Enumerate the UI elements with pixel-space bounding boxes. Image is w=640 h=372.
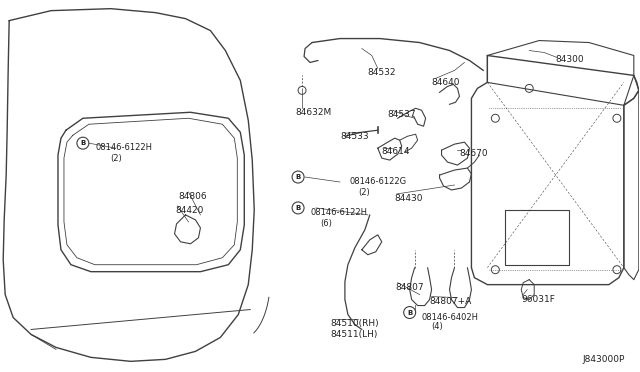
Text: 84511(LH): 84511(LH) bbox=[330, 330, 378, 340]
Text: 08146-6122G: 08146-6122G bbox=[350, 177, 407, 186]
Text: (2): (2) bbox=[358, 188, 370, 197]
Text: B: B bbox=[296, 205, 301, 211]
Text: 84614: 84614 bbox=[382, 147, 410, 156]
Text: 84533: 84533 bbox=[340, 132, 369, 141]
Text: 08146-6402H: 08146-6402H bbox=[422, 312, 479, 321]
Text: (6): (6) bbox=[320, 219, 332, 228]
Text: 84806: 84806 bbox=[179, 192, 207, 201]
Circle shape bbox=[404, 307, 415, 318]
Text: 84420: 84420 bbox=[175, 206, 204, 215]
Text: 84532: 84532 bbox=[368, 68, 396, 77]
Text: 08146-6122H: 08146-6122H bbox=[310, 208, 367, 217]
Text: B: B bbox=[296, 174, 301, 180]
Text: 84670: 84670 bbox=[460, 149, 488, 158]
Circle shape bbox=[77, 137, 89, 149]
Text: 84807: 84807 bbox=[396, 283, 424, 292]
Text: J843000P: J843000P bbox=[582, 355, 625, 364]
Text: 84537: 84537 bbox=[388, 110, 417, 119]
Text: 84510(RH): 84510(RH) bbox=[330, 320, 379, 328]
Text: 96031F: 96031F bbox=[521, 295, 555, 304]
Text: B: B bbox=[80, 140, 86, 146]
Text: 08146-6122H: 08146-6122H bbox=[96, 143, 153, 152]
Text: B: B bbox=[407, 310, 412, 315]
Text: 84300: 84300 bbox=[555, 55, 584, 64]
Text: 84807+A: 84807+A bbox=[429, 296, 472, 305]
Text: 84640: 84640 bbox=[431, 78, 460, 87]
Circle shape bbox=[292, 202, 304, 214]
Circle shape bbox=[292, 171, 304, 183]
Text: 84632M: 84632M bbox=[295, 108, 332, 117]
Text: 84430: 84430 bbox=[395, 194, 423, 203]
Text: (4): (4) bbox=[431, 323, 444, 331]
Text: (2): (2) bbox=[110, 154, 122, 163]
